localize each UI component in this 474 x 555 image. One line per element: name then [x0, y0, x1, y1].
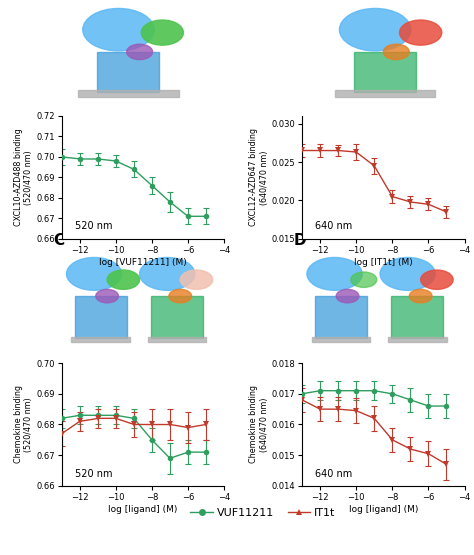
Y-axis label: Chemokine binding
(520/470 nm): Chemokine binding (520/470 nm): [14, 386, 33, 463]
Bar: [72, 337, 130, 342]
Y-axis label: CXCL12-AZD647 binding
(640/470 nm): CXCL12-AZD647 binding (640/470 nm): [249, 128, 269, 226]
Circle shape: [351, 272, 377, 287]
Circle shape: [127, 44, 153, 59]
Circle shape: [169, 289, 191, 303]
X-axis label: log [ligand] (M): log [ligand] (M): [108, 504, 178, 513]
Circle shape: [400, 20, 442, 45]
Text: 520 nm: 520 nm: [74, 221, 112, 231]
Bar: [392, 296, 443, 337]
Text: B: B: [294, 0, 306, 1]
Text: 520 nm: 520 nm: [74, 468, 112, 478]
Circle shape: [380, 258, 435, 290]
Bar: [151, 296, 203, 337]
Circle shape: [180, 270, 213, 289]
Y-axis label: CXCL10-AZD488 binding
(520/470 nm): CXCL10-AZD488 binding (520/470 nm): [14, 129, 33, 226]
Bar: [354, 52, 416, 93]
Text: A: A: [54, 0, 65, 1]
Circle shape: [409, 289, 432, 303]
X-axis label: log [VUF11211] (M): log [VUF11211] (M): [99, 258, 187, 266]
Bar: [315, 296, 367, 337]
Circle shape: [339, 8, 411, 51]
Text: 640 nm: 640 nm: [315, 468, 352, 478]
Circle shape: [336, 289, 359, 303]
Circle shape: [307, 258, 362, 290]
X-axis label: log [IT1t] (M): log [IT1t] (M): [354, 258, 413, 266]
Text: 640 nm: 640 nm: [315, 221, 352, 231]
Text: D: D: [294, 233, 307, 248]
Y-axis label: Chemokine binding
(640/470 nm): Chemokine binding (640/470 nm): [249, 386, 269, 463]
Bar: [335, 89, 435, 97]
Bar: [97, 52, 159, 93]
Circle shape: [140, 258, 195, 290]
Text: C: C: [54, 233, 64, 248]
Bar: [388, 337, 447, 342]
Circle shape: [141, 20, 183, 45]
Circle shape: [383, 44, 409, 59]
Legend: VUF11211, IT1t: VUF11211, IT1t: [186, 503, 340, 522]
X-axis label: log [ligand] (M): log [ligand] (M): [348, 504, 418, 513]
Bar: [312, 337, 370, 342]
Bar: [74, 296, 127, 337]
Circle shape: [66, 258, 122, 290]
Circle shape: [420, 270, 453, 289]
Circle shape: [107, 270, 140, 289]
Circle shape: [83, 8, 154, 51]
Circle shape: [96, 289, 118, 303]
Bar: [78, 89, 179, 97]
Bar: [148, 337, 206, 342]
